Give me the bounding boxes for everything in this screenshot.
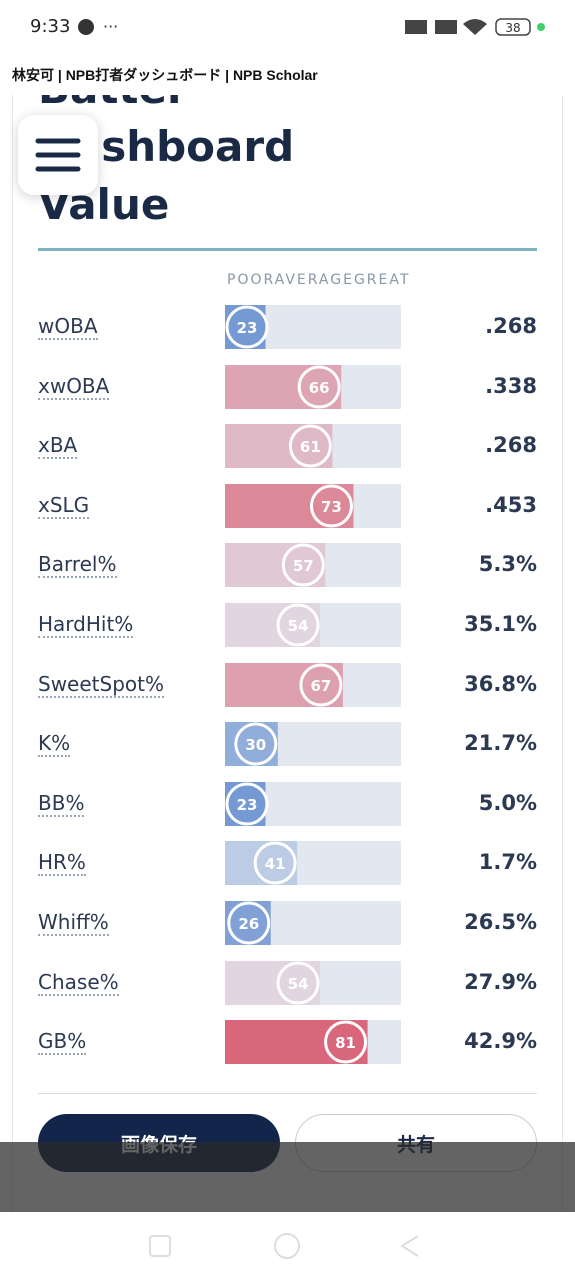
metric-label: Whiff% (38, 910, 109, 936)
battery: 38 (505, 21, 520, 35)
metric-value: 26.5% (464, 910, 537, 934)
metric-label: HardHit% (38, 612, 134, 638)
metric-value: 27.9% (464, 969, 537, 994)
status-icons: ··· 38 (78, 17, 545, 36)
page-title: 林安可 | NPB打者ダッシュボード | NPB Scholar (12, 67, 318, 83)
metric-label: Barrel% (38, 552, 117, 579)
percentile-bar: 41 (225, 841, 401, 886)
metric-value: 1.7% (478, 850, 537, 875)
percentile-bar: 61 (225, 424, 401, 469)
percentile-bar: 54 (225, 603, 401, 647)
percentile-label: 41 (265, 855, 286, 873)
percentile-bar: 26 (225, 901, 401, 945)
rule (38, 248, 537, 251)
title-bar: 林安可 | NPB打者ダッシュボード | NPB Scholar (0, 55, 575, 95)
metric-value: 5.0% (478, 790, 537, 815)
percentile-bar: 81 (225, 1020, 401, 1065)
metric-label: BB% (38, 790, 85, 817)
metric-value: 5.3% (478, 552, 537, 577)
percentile-label: 30 (245, 736, 266, 754)
metric-value: .268 (485, 433, 537, 458)
percentile-label: 81 (335, 1034, 356, 1052)
percentile-marker (234, 722, 278, 766)
divider (38, 1093, 537, 1094)
time: 9:33 (30, 16, 71, 37)
metric-value: .453 (485, 492, 537, 517)
status-bar: 9:33 ··· 38 (0, 0, 575, 55)
percentile-bar: 23 (225, 781, 401, 826)
metric-value: .338 (485, 373, 537, 398)
percentile-label: 66 (309, 379, 330, 397)
metric-label: Chase% (38, 969, 119, 996)
scale-label: AVERAGE (274, 272, 354, 288)
menu-icon (35, 138, 81, 172)
percentile-marker (225, 782, 269, 826)
metric-value: .268 (485, 314, 537, 338)
percentile-bar: 66 (225, 364, 401, 409)
scale-labels: POORAVERAGEGREAT (227, 272, 410, 288)
percentile-marker (225, 305, 269, 349)
metric-label: wOBA (38, 314, 98, 340)
metric-label: xwOBA (38, 373, 110, 400)
metric-label: GB% (38, 1029, 87, 1056)
percentile-marker (309, 484, 353, 528)
percentile-bar: 30 (225, 722, 401, 767)
scale-label: GREAT (353, 272, 411, 288)
percentile-marker (297, 365, 341, 409)
menu-button[interactable] (18, 115, 98, 195)
percentile-label: 61 (300, 438, 321, 456)
metric-label: SweetSpot% (38, 671, 164, 698)
scale-label: POOR (227, 272, 275, 288)
percentile-marker (281, 543, 325, 587)
card (12, 60, 563, 1260)
metric-value: 36.8% (464, 671, 537, 696)
metric-value: 42.9% (464, 1029, 537, 1054)
percentile-marker (227, 901, 271, 945)
metric-label: K% (38, 731, 71, 758)
percentile-bar: 57 (225, 543, 401, 588)
metric-label: xSLG (38, 492, 90, 519)
overlay (0, 1142, 575, 1212)
percentile-bar: 54 (225, 960, 401, 1005)
percentile-bar: 67 (225, 662, 401, 707)
percentile-label: 23 (237, 796, 258, 814)
percentile-marker (299, 663, 343, 707)
nav-icons (149, 1233, 419, 1259)
percentile-label: 23 (237, 319, 258, 337)
percentile-bar: 23 (225, 305, 401, 349)
percentile-marker (288, 424, 332, 468)
percentile-label: 73 (321, 498, 342, 516)
nav-bar (0, 1212, 575, 1280)
percentile-label: 54 (288, 617, 309, 635)
metric-value: 35.1% (464, 612, 537, 636)
percentile-marker (324, 1020, 368, 1064)
svg-text:···: ··· (103, 17, 118, 36)
percentile-marker (276, 603, 320, 647)
metric-value: 21.7% (464, 731, 537, 756)
metric-label: HR% (38, 850, 86, 877)
percentile-bar: 73 (225, 483, 401, 528)
percentile-label: 26 (238, 915, 259, 933)
percentile-label: 54 (288, 975, 309, 993)
percentile-marker (276, 961, 320, 1005)
percentile-label: 67 (310, 677, 331, 695)
percentile-marker (253, 841, 297, 885)
metric-label: xBA (38, 433, 78, 460)
percentile-label: 57 (293, 557, 314, 575)
